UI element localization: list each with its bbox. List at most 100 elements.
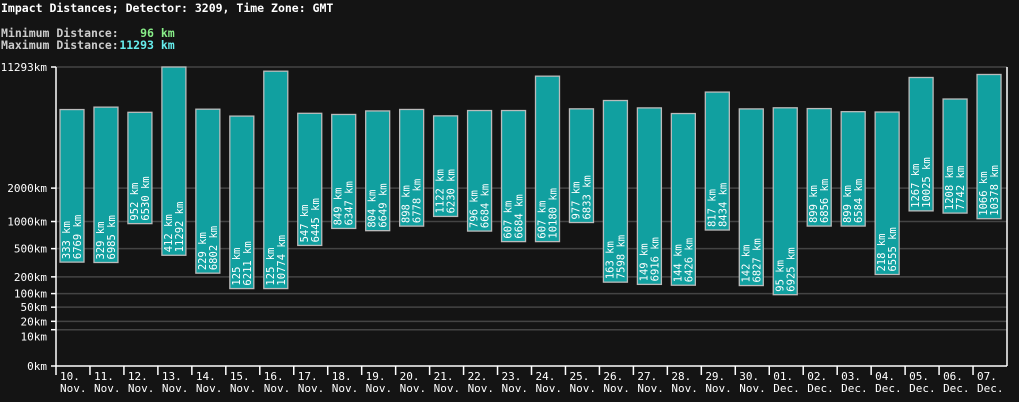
x-tick-label-month: Nov.	[196, 382, 223, 395]
bar-max-label: 6684 km	[514, 194, 526, 238]
bar-max-label: 6445 km	[310, 198, 322, 242]
bar-max-label: 6925 km	[785, 247, 797, 291]
x-tick-label-month: Nov.	[60, 382, 87, 395]
bar-max-label: 6230 km	[446, 169, 458, 213]
bar-range	[93, 106, 119, 264]
bar-min-label: 149 km	[638, 243, 650, 281]
y-tick-label: 2000km	[7, 182, 47, 195]
x-tick-label-month: Nov.	[468, 382, 495, 395]
x-tick-label-month: Dec.	[841, 382, 868, 395]
x-tick-label-day: 06.	[943, 370, 963, 383]
x-tick-label-day: 22.	[468, 370, 488, 383]
bar-min-label: 849 km	[333, 187, 345, 225]
bar-range	[161, 66, 187, 256]
x-tick-label-day: 25.	[569, 370, 589, 383]
bar-range	[195, 108, 221, 274]
bar-min-label: 804 km	[367, 190, 379, 228]
x-tick-label-month: Dec.	[977, 382, 1004, 395]
bar-range	[772, 107, 798, 296]
bar-max-label: 11292 km	[174, 202, 186, 253]
bar-min-label: 898 km	[401, 185, 413, 223]
y-tick-label: 10km	[21, 331, 48, 344]
bar-max-label: 6916 km	[649, 237, 661, 281]
bar-max-label: 6684 km	[480, 184, 492, 228]
bar-range	[331, 113, 357, 230]
bar-max-label: 7742 km	[955, 166, 967, 210]
bar-range	[670, 112, 697, 286]
bar-min-label: 1208 km	[944, 166, 956, 210]
x-tick-label-day: 24.	[536, 370, 556, 383]
x-tick-label-day: 26.	[603, 370, 623, 383]
bar-min-label: 125 km	[231, 248, 243, 286]
bar-max-label: 6426 km	[683, 238, 695, 282]
x-tick-label-month: Nov.	[705, 382, 732, 395]
x-tick-label-day: 17.	[298, 370, 318, 383]
x-tick-label-day: 27.	[637, 370, 657, 383]
max-distance-row: Maximum Distance:11293 km	[1, 38, 175, 52]
x-tick-label-day: 13.	[162, 370, 182, 383]
x-tick-label-day: 21.	[434, 370, 454, 383]
bar-max-label: 6856 km	[819, 179, 831, 223]
y-tick-label: 500km	[14, 243, 47, 256]
bar-min-label: 977 km	[570, 182, 582, 220]
bar-max-label: 10378 km	[989, 165, 1001, 216]
bar-max-label: 6833 km	[581, 175, 593, 219]
y-tick-label: 1000km	[7, 216, 47, 229]
x-tick-label-day: 15.	[230, 370, 250, 383]
bar-max-label: 6778 km	[412, 179, 424, 223]
bar-min-label: 547 km	[299, 204, 311, 242]
x-tick-label-day: 05.	[909, 370, 929, 383]
x-tick-label-month: Nov.	[434, 382, 461, 395]
bar-min-label: 899 km	[842, 185, 854, 223]
x-tick-label-month: Dec.	[943, 382, 970, 395]
x-tick-label-day: 30.	[739, 370, 759, 383]
bar-max-label: 8434 km	[717, 183, 729, 227]
bar-max-label: 10180 km	[548, 188, 560, 239]
x-tick-label-month: Nov.	[400, 382, 427, 395]
y-tick-label: 200km	[14, 271, 47, 284]
x-tick-label-month: Nov.	[739, 382, 766, 395]
bar-range	[806, 107, 832, 227]
bar-range	[297, 112, 323, 247]
x-tick-label-month: Nov.	[128, 382, 155, 395]
bar-min-label: 329 km	[95, 222, 107, 260]
x-tick-label-day: 28.	[671, 370, 691, 383]
bar-max-label: 6555 km	[887, 227, 899, 271]
y-tick-label: 20km	[21, 315, 48, 328]
bar-range	[127, 111, 153, 225]
bar-range	[263, 70, 289, 290]
bar-range	[602, 99, 629, 283]
x-tick-label-day: 29.	[705, 370, 725, 383]
x-tick-label-month: Dec.	[807, 382, 834, 395]
x-tick-label-day: 14.	[196, 370, 216, 383]
bar-range	[568, 108, 595, 224]
bar-max-label: 6584 km	[853, 179, 865, 223]
x-tick-label-day: 12.	[128, 370, 148, 383]
x-tick-label-month: Nov.	[230, 382, 256, 395]
chart-title: Impact Distances; Detector: 3209, Time Z…	[1, 1, 334, 15]
max-distance-value: 11293 km	[119, 38, 175, 52]
min-distance-row: Minimum Distance: 96 km	[1, 26, 175, 40]
bar-range	[976, 73, 1002, 220]
x-tick-label-month: Nov.	[502, 382, 529, 395]
bar-max-label: 7598 km	[615, 235, 627, 279]
bar-min-label: 1066 km	[978, 171, 990, 215]
bar-min-label: 218 km	[876, 234, 888, 272]
bar-max-label: 6530 km	[140, 176, 152, 220]
x-tick-label-month: Nov.	[94, 382, 121, 395]
max-distance-label: Maximum Distance:	[1, 38, 119, 52]
bar-min-label: 1267 km	[910, 164, 922, 208]
x-tick-label-day: 04.	[875, 370, 895, 383]
x-tick-label-month: Nov.	[162, 382, 189, 395]
bar-range	[636, 107, 663, 286]
bar-range	[500, 109, 527, 243]
bar-min-label: 607 km	[537, 201, 549, 239]
bar-max-label: 6347 km	[344, 181, 356, 225]
bar-max-label: 6211 km	[242, 241, 254, 285]
x-tick-label-day: 01.	[773, 370, 793, 383]
y-tick-label: 0km	[27, 360, 47, 373]
x-tick-label-day: 20.	[400, 370, 420, 383]
bar-max-label: 6827 km	[751, 238, 763, 282]
bar-min-label: 1122 km	[435, 169, 447, 213]
